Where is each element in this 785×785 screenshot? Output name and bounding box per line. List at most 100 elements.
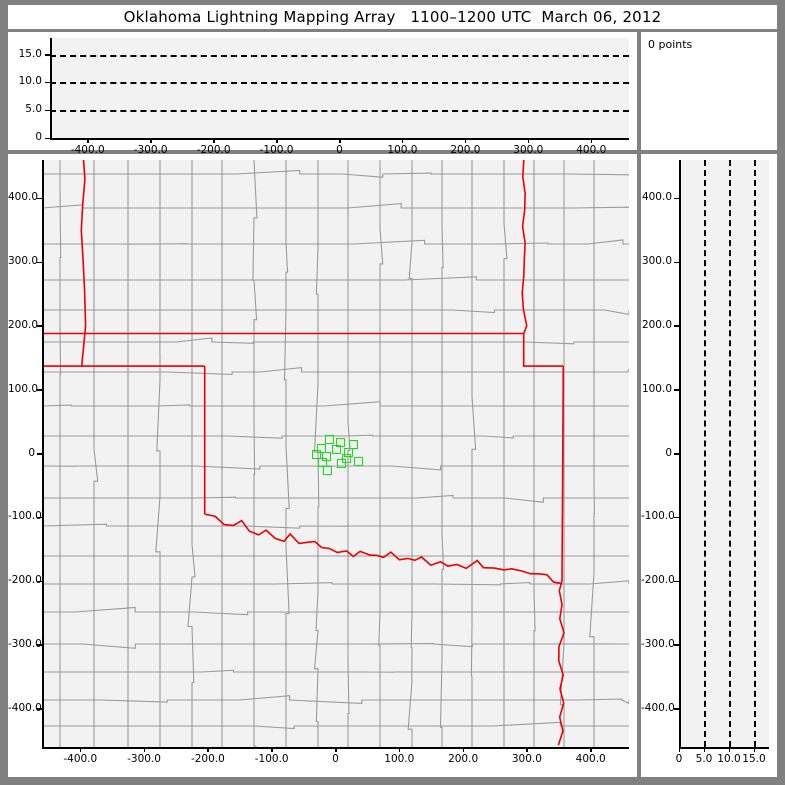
x-tick <box>728 747 730 752</box>
x-tick <box>276 138 278 143</box>
county-line-h-10 <box>42 494 629 503</box>
county-line-h-13 <box>42 580 629 586</box>
title-bar: Oklahoma Lightning Mapping Array 1100–12… <box>8 5 777 29</box>
y-tick <box>37 389 42 391</box>
x-tick <box>703 747 705 752</box>
county-line-h-3 <box>42 276 629 281</box>
altitude-distance-panel: 0 5.0 10.0 15.0 -400.0 -300.0 -200.0 -100.0 0 100… <box>8 32 637 156</box>
x-tick-label: 5.0 <box>695 753 713 765</box>
y-tick <box>37 580 42 583</box>
y-axis-line <box>42 160 44 747</box>
y-tick-label: 200.0 <box>8 318 39 331</box>
gridline-y-10.0 <box>50 82 629 85</box>
point-count-panel: 0 points <box>641 32 777 150</box>
county-line-v-10 <box>378 160 384 747</box>
y-tick <box>674 708 679 710</box>
y-axis-line <box>50 38 52 138</box>
x-tick <box>271 747 273 752</box>
altitude-north-plot[interactable] <box>679 160 769 747</box>
x-tick-label: 300.0 <box>513 144 544 156</box>
lightning-source-marker[interactable] <box>323 465 333 475</box>
y-tick <box>37 644 42 646</box>
lightning-source-marker[interactable] <box>337 459 347 469</box>
x-tick-label: 100.0 <box>384 753 415 765</box>
county-line-v-13 <box>470 160 477 747</box>
lightning-source-marker[interactable] <box>342 454 352 464</box>
y-tick <box>37 261 42 264</box>
y-tick-label: 100.0 <box>8 382 39 395</box>
x-axis-line <box>679 747 769 749</box>
x-tick <box>79 747 82 752</box>
lightning-source-marker[interactable] <box>324 434 334 444</box>
x-tick <box>398 747 401 752</box>
lightning-source-marker[interactable] <box>343 447 353 457</box>
lightning-source-marker[interactable] <box>353 456 363 466</box>
x-tick-label: -400.0 <box>70 144 105 156</box>
county-line-v-1 <box>93 160 99 747</box>
x-tick <box>753 747 755 752</box>
county-line-v-6 <box>252 160 258 747</box>
y-tick-label: 10.0 <box>18 75 42 88</box>
lightning-source-marker[interactable] <box>311 450 321 460</box>
state-border-kansas-missouri <box>521 160 528 334</box>
altitude-distance-plot[interactable] <box>50 38 629 138</box>
x-tick-label: 200.0 <box>450 144 481 156</box>
x-tick <box>401 138 404 143</box>
state-border-missouri-oklahoma <box>522 333 564 367</box>
county-line-v-11 <box>407 160 413 747</box>
x-tick-label: 400.0 <box>575 753 606 765</box>
gridline-y-15.0 <box>50 54 629 57</box>
state-border-colorado-kansas-west <box>80 160 87 367</box>
x-tick <box>335 747 337 752</box>
county-line-h-17 <box>42 695 629 705</box>
plan-view-map-panel: -400.0 -300.0 -200.0 -100.0 0 100.0 200.0 300.0… <box>8 154 637 777</box>
y-tick-label: 300.0 <box>8 255 39 268</box>
x-tick-label: 200.0 <box>448 753 479 765</box>
county-line-v-8 <box>313 160 320 747</box>
state-border-texas-southeast <box>557 580 565 746</box>
county-line-v-12 <box>439 160 445 747</box>
x-tick-label: -200.0 <box>196 144 231 156</box>
y-tick <box>674 197 679 200</box>
county-line-h-6 <box>42 366 629 375</box>
y-tick-label: -400.0 <box>641 701 675 714</box>
county-line-v-14 <box>503 160 508 747</box>
county-line-v-17 <box>589 160 595 747</box>
county-line-v-4 <box>187 160 196 747</box>
x-tick <box>590 747 592 752</box>
y-tick-label: 0 <box>35 131 42 143</box>
y-tick-label: 300.0 <box>641 255 672 268</box>
x-tick <box>87 138 89 143</box>
y-tick <box>674 325 679 327</box>
lightning-source-marker[interactable] <box>348 440 358 450</box>
county-line-h-15 <box>42 643 629 649</box>
x-tick <box>678 747 680 752</box>
county-line-h-4 <box>42 309 629 315</box>
y-tick-label: -100.0 <box>641 510 675 523</box>
lightning-source-marker[interactable] <box>318 457 328 467</box>
x-tick-label: -300.0 <box>133 144 168 156</box>
county-line-h-8 <box>42 434 629 439</box>
altitude-north-panel: -400.0 -300.0 -200.0 -100.0 0 100.0 200.0 300.0… <box>641 154 777 777</box>
x-tick-label: -100.0 <box>254 753 289 765</box>
lightning-source-marker[interactable] <box>316 443 326 453</box>
county-line-h-9 <box>42 465 629 471</box>
point-count-label: 0 points <box>648 38 693 51</box>
x-tick <box>150 138 152 143</box>
y-tick-label: 200.0 <box>641 318 672 331</box>
lightning-source-marker[interactable] <box>332 445 342 455</box>
x-tick-label: 0 <box>332 753 339 765</box>
plan-view-map-plot[interactable] <box>42 160 629 747</box>
y-tick-label: -300.0 <box>641 637 675 650</box>
gridline-x-10.0 <box>729 160 731 747</box>
x-tick-label: 300.0 <box>511 753 542 765</box>
county-line-v-7 <box>283 160 290 747</box>
x-tick-label: -200.0 <box>190 753 225 765</box>
x-tick <box>527 138 530 143</box>
county-line-v-3 <box>155 160 161 747</box>
county-line-h-14 <box>42 606 629 616</box>
y-tick-label: 100.0 <box>641 382 672 395</box>
y-tick <box>37 453 42 455</box>
county-line-h-18 <box>42 721 629 730</box>
